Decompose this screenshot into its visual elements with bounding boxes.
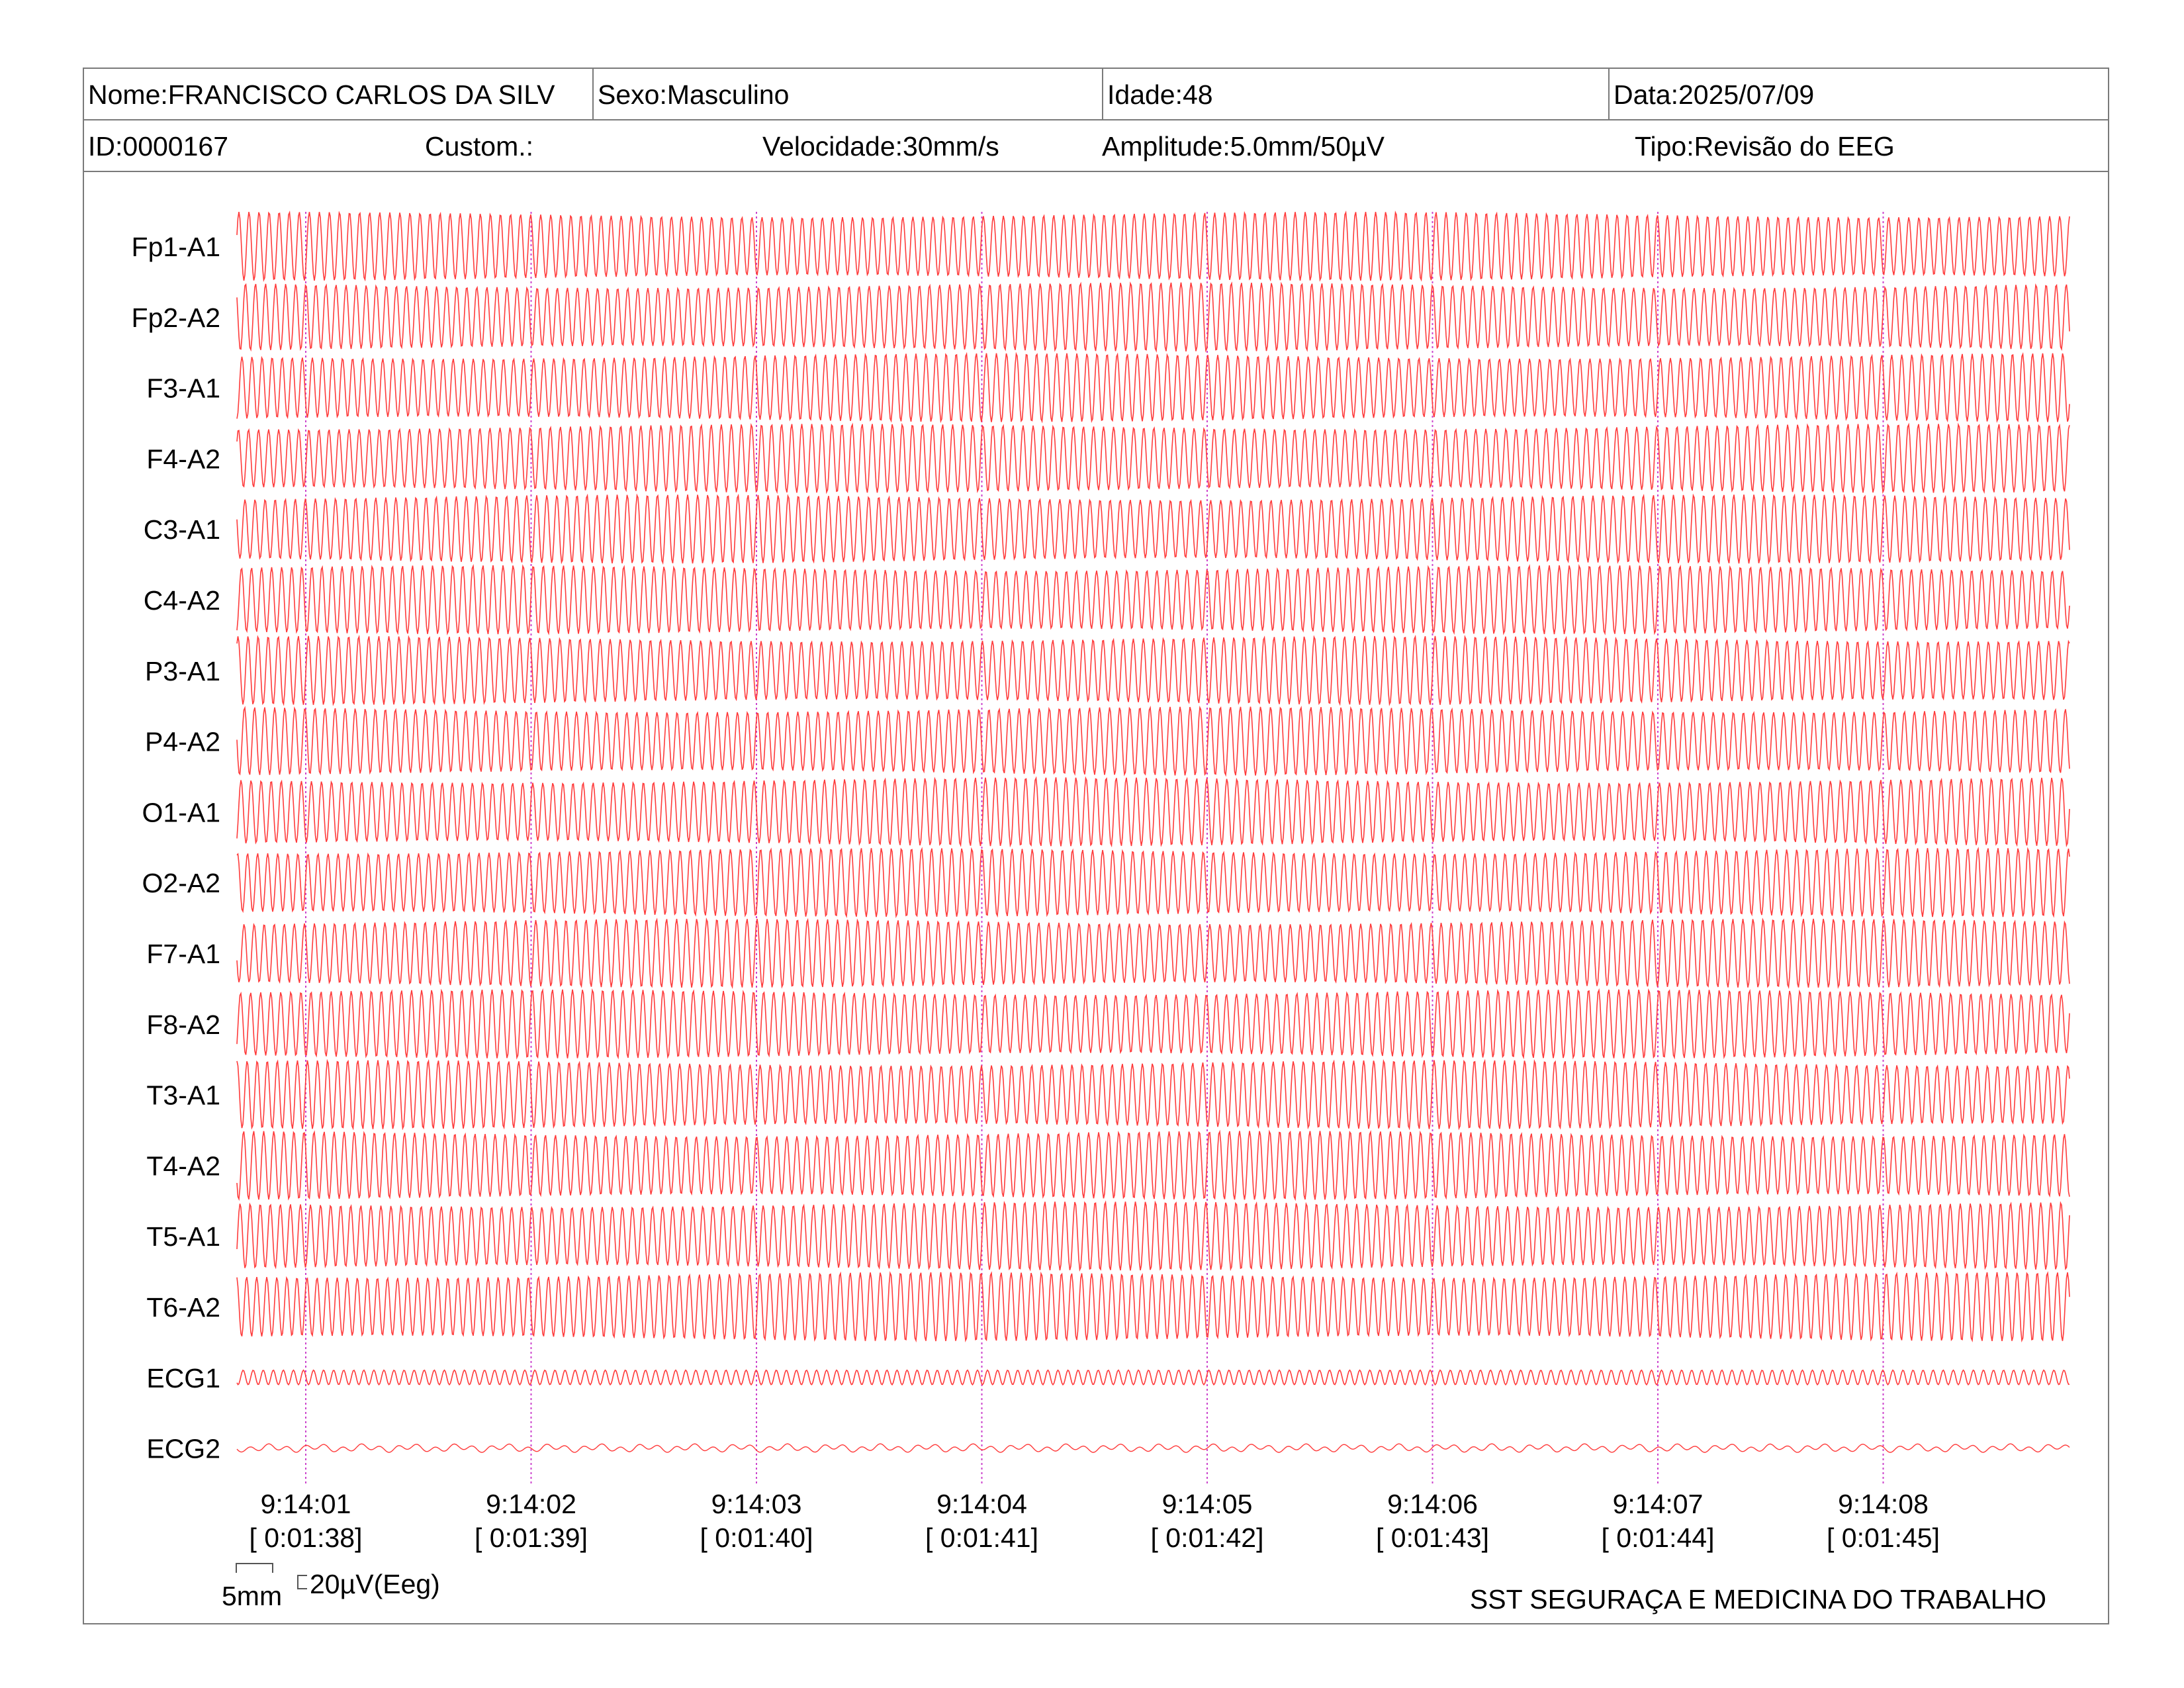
time-mark-clock: 9:14:07 <box>1613 1489 1704 1519</box>
paper-speed: Velocidade:30mm/s <box>762 131 999 162</box>
channel-label: T5-A1 <box>146 1221 220 1252</box>
channel-traces <box>236 211 2070 1453</box>
time-mark-clock: 9:14:01 <box>261 1489 351 1519</box>
channel-label: F4-A2 <box>146 444 220 474</box>
patient-name: Nome:FRANCISCO CARLOS DA SILV <box>88 79 555 110</box>
channel-trace <box>236 493 2070 565</box>
patient-age: Idade:48 <box>1102 69 1608 119</box>
time-mark-elapsed: [ 0:01:41] <box>925 1523 1038 1553</box>
channel-trace <box>236 281 2070 353</box>
channel-label: ECG1 <box>146 1363 220 1393</box>
channel-trace <box>236 1200 2070 1272</box>
channel-labels: Fp1-A1 Fp2-A2 F3-A1 F4-A2 C3-A1 C4-A2 P3-A1 P4-… <box>132 232 220 1464</box>
channel-label: C4-A2 <box>144 585 220 616</box>
patient-id: ID:0000167 <box>88 131 229 162</box>
header-row-patient: Nome:FRANCISCO CARLOS DA SILV Sexo:Mascu… <box>84 69 2108 120</box>
time-mark-clock: 9:14:04 <box>936 1489 1027 1519</box>
channel-label: F3-A1 <box>146 373 220 404</box>
amplitude-setting: Amplitude:5.0mm/50µV <box>1102 131 1385 162</box>
channel-trace <box>236 988 2070 1060</box>
time-mark-elapsed: [ 0:01:45] <box>1827 1523 1940 1553</box>
channel-trace <box>236 917 2070 989</box>
channel-trace <box>236 705 2070 777</box>
channel-label: P4-A2 <box>145 727 220 757</box>
channel-label: F8-A2 <box>146 1009 220 1040</box>
channel-trace <box>236 776 2070 848</box>
scale-amp-bracket <box>297 1575 307 1589</box>
channel-trace <box>236 564 2070 635</box>
channel-trace <box>236 352 2070 424</box>
channel-trace <box>236 1129 2070 1201</box>
footer-company: SST SEGURAÇA E MEDICINA DO TRABALHO <box>1470 1584 2046 1615</box>
time-mark-clock: 9:14:02 <box>486 1489 576 1519</box>
channel-label: T4-A2 <box>146 1150 220 1181</box>
channel-trace <box>236 211 2070 282</box>
channel-trace <box>236 1443 2070 1453</box>
channel-trace <box>236 1271 2070 1342</box>
time-mark-elapsed: [ 0:01:44] <box>1602 1523 1715 1553</box>
time-mark-elapsed: [ 0:01:39] <box>475 1523 588 1553</box>
channel-label: ECG2 <box>146 1434 220 1464</box>
time-axis-labels: 9:14:01 [ 0:01:38] 9:14:02 [ 0:01:39] 9:14:0… <box>250 1489 1940 1553</box>
time-mark-elapsed: [ 0:01:40] <box>700 1523 813 1553</box>
eeg-report-sheet: Nome:FRANCISCO CARLOS DA SILV Sexo:Mascu… <box>83 68 2109 1624</box>
channel-trace <box>236 847 2070 919</box>
exam-date: Data:2025/07/09 <box>1608 69 2108 119</box>
channel-label: Fp1-A1 <box>132 232 220 262</box>
channel-label: O2-A2 <box>142 868 221 898</box>
channel-label: C3-A1 <box>144 514 220 545</box>
scale-time-label: 5mm <box>222 1581 282 1611</box>
scale-bar: 5mm 20µV(Eeg) <box>222 1563 440 1611</box>
channel-trace <box>236 422 2070 494</box>
channel-label: T6-A2 <box>146 1292 220 1323</box>
channel-label: F7-A1 <box>146 939 220 969</box>
channel-trace <box>236 634 2070 706</box>
time-mark-clock: 9:14:03 <box>711 1489 802 1519</box>
channel-label: Fp2-A2 <box>132 303 220 333</box>
time-mark-clock: 9:14:08 <box>1838 1489 1929 1519</box>
time-mark-elapsed: [ 0:01:43] <box>1376 1523 1489 1553</box>
channel-label: T3-A1 <box>146 1080 220 1111</box>
channel-label: O1-A1 <box>142 797 221 827</box>
time-mark-clock: 9:14:06 <box>1387 1489 1478 1519</box>
patient-sex: Sexo:Masculino <box>592 69 1102 119</box>
time-mark-clock: 9:14:05 <box>1162 1489 1253 1519</box>
scale-time-bracket <box>236 1563 273 1573</box>
scale-amp-label: 20µV(Eeg) <box>310 1569 440 1599</box>
time-mark-elapsed: [ 0:01:42] <box>1151 1523 1264 1553</box>
custom-field: Custom.: <box>425 131 534 162</box>
time-mark-elapsed: [ 0:01:38] <box>250 1523 363 1553</box>
channel-label: P3-A1 <box>145 656 220 686</box>
record-type: Tipo:Revisão do EEG <box>1635 131 1895 162</box>
channel-trace <box>236 1369 2070 1386</box>
header-row-exam: ID:0000167 Custom.: Velocidade:30mm/s Am… <box>84 120 2108 172</box>
channel-trace <box>236 1058 2070 1131</box>
